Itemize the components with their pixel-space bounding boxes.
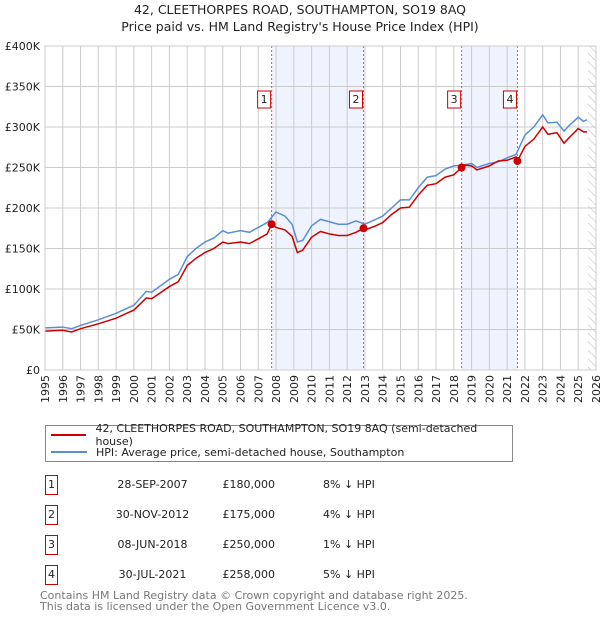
x-tick-label: 2001 [146, 375, 159, 403]
x-tick-label: 1997 [75, 375, 88, 403]
y-tick-label: £400K [5, 40, 41, 53]
x-tick-label: 2023 [537, 375, 550, 403]
sale-label-box [447, 90, 462, 109]
sale-price: £250,000 [222, 538, 276, 551]
sale-date: 30-NOV-2012 [115, 508, 190, 521]
legend-label: 42, CLEETHORPES ROAD, SOUTHAMPTON, SO19 … [95, 422, 478, 448]
sale-hpi-diff: 8% ↓ HPI [323, 478, 375, 491]
sale-label: 3 [451, 93, 458, 106]
sale-hpi-diff: 5% ↓ HPI [323, 568, 375, 581]
sale-point [457, 163, 466, 172]
x-tick-label: 2019 [466, 375, 479, 403]
sale-label: 4 [506, 93, 513, 106]
sale-label: 1 [261, 93, 268, 106]
sale-marker-box: 1 [45, 475, 58, 495]
sale-date: 08-JUN-2018 [117, 538, 188, 551]
x-tick-label: 2016 [412, 375, 425, 403]
x-tick-label: 2008 [270, 375, 283, 403]
y-tick-label: £150K [5, 243, 41, 256]
legend: 42, CLEETHORPES ROAD, SOUTHAMPTON, SO19 … [45, 422, 513, 462]
x-tick-label: 2015 [394, 375, 407, 403]
x-tick-label: 1998 [92, 375, 105, 403]
x-tick-label: 2007 [252, 375, 265, 403]
hpi-line [44, 113, 588, 330]
sale-point [267, 220, 276, 229]
sale-date: 28-SEP-2007 [117, 478, 188, 491]
sale-row: 1 28-SEP-2007 £180,000 8% ↓ HPI [45, 475, 445, 495]
y-tick-label: £300K [5, 121, 41, 134]
x-tick-label: 2013 [359, 375, 372, 403]
x-tick-label: 1995 [39, 375, 52, 403]
x-tick-label: 2002 [163, 375, 176, 403]
x-tick-label: 2025 [572, 375, 585, 403]
x-tick-label: 2012 [341, 375, 354, 403]
legend-swatch-blue [51, 451, 87, 453]
sale-point [513, 157, 522, 166]
y-tick-label: £350K [5, 81, 41, 94]
x-tick-label: 2003 [181, 375, 194, 403]
sale-price: £258,000 [222, 568, 276, 581]
x-tick-label: 2005 [217, 375, 230, 403]
chart-title: 42, CLEETHORPES ROAD, SOUTHAMPTON, SO19 … [133, 2, 467, 17]
sale-label-box [257, 90, 272, 109]
x-tick-label: 2022 [519, 375, 532, 403]
x-tick-label: 2011 [323, 375, 336, 403]
sale-marker-box: 2 [45, 505, 58, 525]
plot-frame [44, 45, 597, 371]
sale-hpi-diff: 1% ↓ HPI [323, 538, 375, 551]
price-chart: 1995 1996 1997 1998 1999 2000 2001 2002 2003 2004… [5, 40, 600, 403]
x-tick-label: 2010 [306, 375, 319, 403]
x-tick-label: 2024 [554, 375, 567, 403]
x-tick-label: 2020 [483, 375, 496, 403]
x-tick-label: 1999 [110, 375, 123, 403]
footer-licence: This data is licensed under the Open Gov… [40, 600, 391, 613]
sale-row: 4 30-JUL-2021 £258,000 5% ↓ HPI [45, 565, 445, 585]
x-tick-label: 1996 [57, 375, 70, 403]
x-tick-label: 2014 [377, 375, 390, 403]
y-tick-label: £0 [26, 364, 40, 377]
sale-row: 3 08-JUN-2018 £250,000 1% ↓ HPI [45, 535, 445, 555]
x-tick-label: 2018 [448, 375, 461, 403]
legend-item-property: 42, CLEETHORPES ROAD, SOUTHAMPTON, SO19 … [51, 422, 512, 448]
x-tick-label: 2009 [288, 375, 301, 403]
sale-label-box [502, 90, 517, 109]
y-tick-label: £100K [5, 283, 41, 296]
x-tick-label: 2000 [128, 375, 141, 403]
sale-price: £175,000 [222, 508, 276, 521]
sale-marker-box: 4 [45, 565, 58, 585]
sale-hpi-diff: 4% ↓ HPI [323, 508, 375, 521]
chart-subtitle: Price paid vs. HM Land Registry's House … [121, 19, 479, 34]
sale-date: 30-JUL-2021 [118, 568, 187, 581]
legend-label: HPI: Average price, semi-detached house,… [96, 445, 405, 459]
footer-copyright: Contains HM Land Registry data © Crown c… [40, 589, 468, 602]
y-tick-label: £50K [12, 324, 41, 337]
legend-item-hpi: HPI: Average price, semi-detached house,… [51, 444, 404, 460]
x-tick-label: 2021 [501, 375, 514, 403]
x-tick-label: 2017 [430, 375, 443, 403]
x-tick-label: 2026 [590, 375, 600, 403]
x-tick-label: 2006 [235, 375, 248, 403]
sale-label: 2 [353, 93, 360, 106]
sale-row: 2 30-NOV-2012 £175,000 4% ↓ HPI [45, 505, 445, 525]
legend-swatch-red [51, 434, 87, 436]
y-tick-label: £250K [5, 162, 41, 175]
x-tick-label: 2004 [199, 375, 212, 403]
sale-point [359, 224, 368, 233]
sale-price: £180,000 [222, 478, 276, 491]
sale-label-box [349, 90, 364, 109]
sale-marker-box: 3 [45, 535, 58, 555]
y-tick-label: £200K [5, 202, 41, 215]
